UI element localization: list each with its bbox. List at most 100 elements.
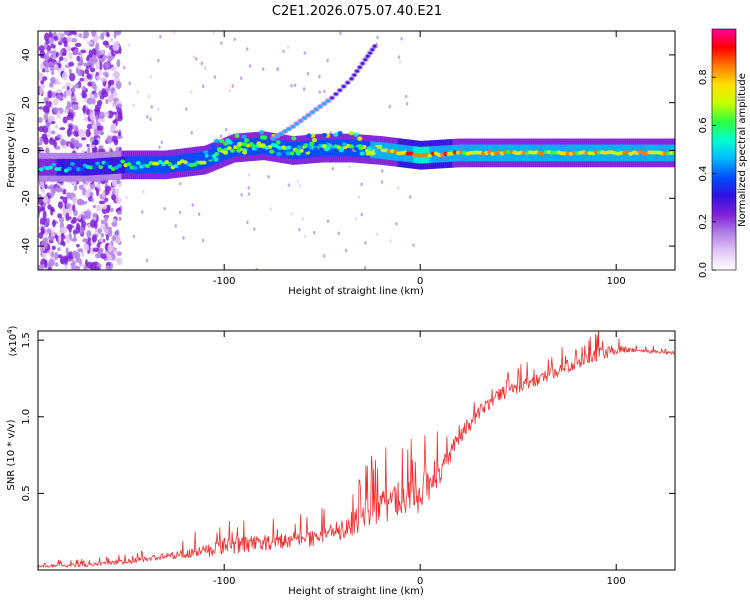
spectrogram-noise-cell [192,55,196,59]
spectrogram-noise-cell [201,238,205,243]
spectrogram-noise-cell [44,53,50,62]
spectrogram-noise-cell [85,63,90,67]
spectrogram-band-cell [337,130,343,136]
spectrogram-noise-cell [66,36,73,43]
spectrogram-band-cell [303,143,309,148]
spectrogram-noise-cell [70,219,76,224]
spectrogram-noise-cell [38,125,45,133]
spectrogram-noise-cell [64,108,69,114]
spectrogram-noise-cell [123,65,126,70]
spectrogram-noise-cell [42,237,49,244]
spectrogram-band-body [219,145,223,163]
spectrogram-noise-cell [55,78,59,84]
spectrogram-noise-cell [105,185,112,192]
spectrogram-noise-cell [66,223,73,231]
spectrogram-noise-cell [110,207,114,213]
spectrogram-noise-cell [104,61,111,70]
spectrogram-noise-cell [79,77,85,82]
spectrogram-noise-cell [125,195,128,200]
spectrogram-noise-cell [47,90,53,99]
spectrogram-noise-cell [49,66,55,72]
spectrogram-band-cell [358,143,364,149]
spectrogram-noise-cell [412,243,415,247]
y-tick-label: -40 [21,238,32,254]
spectrogram-noise-cell [62,56,68,63]
spectrogram-noise-cell [303,51,306,55]
spectrogram-band-body [133,156,137,174]
spectrogram-noise-cell [247,173,251,177]
spectrogram-noise-cell [101,88,106,94]
spectrogram-noise-cell [160,140,163,145]
y-tick-label: 0 [21,147,32,153]
spectrogram-noise-cell [376,232,379,237]
spectrogram-band-body [80,158,84,176]
spectrogram-band-body [189,153,194,171]
spectrogram-noise-cell [106,265,111,270]
spectrogram-band-cell [95,161,100,166]
spectrogram-noise-cell [75,130,79,137]
spectrogram-band-body [101,157,105,175]
spectrogram-noise-cell [101,57,105,63]
spectrogram-noise-cell [50,44,56,49]
spectrogram-noise-cell [89,144,95,149]
spectrogram-noise-cell [408,195,412,199]
spectrogram-noise-cell [43,32,50,42]
spectrogram-noise-cell [50,209,54,216]
spectrogram-noise-cell [53,63,59,70]
spectrogram-band-body [105,157,109,175]
spectrogram-noise-cell [49,184,54,190]
spectrogram-noise-cell [182,236,185,240]
spectrogram-noise-cell [60,238,65,246]
spectrogram-band-body [227,142,231,159]
spectrogram-noise-cell [80,263,86,267]
spectrogram-noise-cell [128,81,131,86]
spectrogram-noise-cell [298,227,301,232]
spectrogram-noise-cell [96,183,101,189]
snr-x-label: Height of straight line (km) [288,586,424,597]
spectrogram-noise-cell [269,207,272,211]
spectrogram-band-body [244,138,248,156]
spectrogram-noise-cell [81,85,86,92]
spectrogram-band-cell [70,162,75,167]
spectrogram-noise-cell [146,115,149,119]
colorbar-scale [711,28,737,271]
spectrogram-branch-cell [291,125,295,128]
spectrogram-band-body [191,153,196,170]
spectrogram-noise-cell [190,90,193,94]
spectrogram-noise-cell [50,120,56,125]
spectrogram-noise-cell [50,229,55,237]
spectrogram-band-body [62,158,66,176]
spectrogram-band-body [199,152,203,169]
spectrogram-noise-cell [81,137,87,141]
spectrogram-branch-cell [349,77,354,81]
spectrogram-band-cell [98,165,104,170]
spectrogram-noise-cell [71,38,78,43]
spectrogram-noise-cell [115,80,122,90]
spectrogram-band-cell [135,161,141,166]
spectrogram-noise-cell [326,58,329,63]
spectrogram-noise-cell [98,237,104,243]
spectrogram-branch-cell [341,85,346,88]
spectrogram-noise-cell [118,216,122,221]
spectrogram-noise-cell [73,140,79,144]
spectrogram-noise-cell [39,217,46,226]
spectrogram-noise-cell [115,257,121,264]
spectrogram-noise-cell [65,212,70,222]
spectrogram-noise-cell [59,49,64,58]
spectrogram-band-body [111,157,115,175]
x-tick-label: 0 [417,276,423,287]
spectrogram-noise-cell [82,104,86,114]
spectrogram-noise-cell [96,75,101,81]
spectrogram-noise-cell [87,237,92,242]
spectrogram-noise-cell [41,252,47,256]
spectrogram-noise-cell [53,139,57,148]
spectrogram-noise-cell [55,124,59,129]
spectrogram-noise-cell [331,166,335,171]
spectrogram-noise-cell [98,71,102,76]
spectrogram-noise-cell [337,231,341,236]
spectrogram-noise-cell [85,128,91,138]
spectrogram-noise-cell [100,32,105,41]
spectrogram-noise-cell [363,265,367,270]
spectrogram-branch-cell [287,127,291,131]
